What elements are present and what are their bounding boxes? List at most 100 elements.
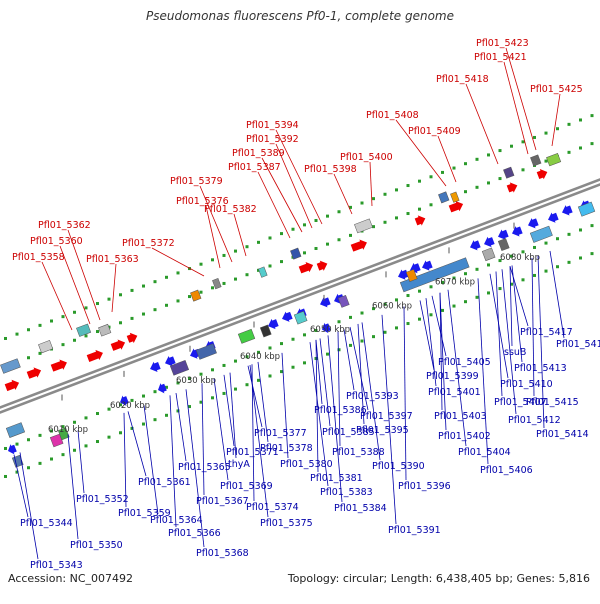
track-dot [211,258,214,262]
forward-gene-arrow [110,339,126,351]
reverse-leader-line [169,395,177,528]
track-dot [452,276,456,280]
reverse-gene-label: Pfl01_5406 [480,465,533,476]
reverse-gene-label: Pfl01_5366 [168,528,221,539]
track-dot [15,442,19,446]
track-dot [96,440,99,444]
track-dot [475,185,479,189]
reverse-leader-line [315,339,323,405]
scale-tick-label: 6080 kbp [500,253,540,263]
reverse-leader-line [343,329,355,391]
reverse-gene-label: Pfl01_5352 [76,494,129,505]
reverse-gene-label: Pfl01_5365 [178,462,231,473]
track-dot [38,351,42,355]
track-dot [303,251,306,255]
forward-gene-label: Pfl01_5360 [30,236,83,247]
reverse-gene-label: Pfl01_5350 [70,540,123,551]
track-dot [38,461,42,465]
track-dot [487,291,490,295]
reverse-leader-line [381,314,397,525]
track-dot [567,150,571,154]
reverse-leader-line [319,338,331,427]
reverse-gene-label: ssuB [504,347,526,358]
reverse-gene-arrow [268,318,279,330]
track-dot [130,398,134,402]
reverse-gene-label: thyA [228,459,250,470]
label-leader-lines [13,47,565,560]
track-dot [464,272,467,276]
track-dot [556,237,559,241]
track-dot [268,264,272,268]
track-dot [372,307,375,311]
reverse-leader-line [257,361,269,443]
reverse-leader-line [439,292,447,431]
track-dot [337,320,341,324]
track-dot [61,453,65,457]
reverse-leader-line [439,292,443,411]
reverse-gene-label: Pfl01_5377 [254,428,307,439]
track-dot [153,418,157,422]
track-dot [61,425,65,429]
track-dot [245,355,249,359]
reverse-leader-line [67,434,79,540]
reverse-gene-arrow [398,269,409,280]
forward-leader-line [275,129,323,225]
reverse-gene-box [293,310,308,325]
track-dot [441,170,444,174]
track-dot [165,385,168,389]
reverse-leader-line [201,383,205,496]
reverse-gene-box [169,359,190,376]
track-dot [245,245,249,249]
track-dot [521,250,525,254]
track-dot [556,127,559,131]
track-dot [188,377,191,381]
track-dot [84,444,88,448]
reverse-gene-label: Pfl01_5414 [536,429,589,440]
reverse-gene-box [259,324,272,338]
track-dot [153,390,157,394]
track-dot [510,254,513,258]
track-dot [268,374,272,378]
forward-gene-label: Pfl01_5394 [246,120,299,131]
reverse-leader-line [349,326,369,411]
reverse-gene-box [57,427,70,441]
track-dot [119,431,122,435]
reverse-leader-line [213,378,229,481]
reverse-gene-box [337,294,350,308]
track-dot [544,159,548,163]
track-dot [15,470,19,474]
forward-gene-arrow [4,379,20,392]
reverse-gene-arrow [120,395,129,406]
track-dot [211,396,214,400]
reverse-gene-label: Pfl01_5396 [398,481,451,492]
track-dot [176,381,180,385]
forward-gene-label: Pfl01_5409 [408,126,461,137]
track-dot [337,238,341,242]
track-dot [487,181,490,185]
track-dot [142,284,145,288]
reverse-leader-line [309,342,329,487]
track-dot [567,122,571,126]
track-dot [268,236,272,240]
forward-gene-arrow [86,349,103,362]
forward-gene-label: Pfl01_5425 [530,84,583,95]
track-dot [395,298,398,302]
track-dot [418,317,421,321]
forward-leader-line [505,47,537,151]
track-dot [510,144,513,148]
track-dot [84,306,88,310]
track-dot [395,188,398,192]
forward-gene-label: Pfl01_5423 [476,38,529,49]
track-dot [418,289,421,293]
forward-leader-line [465,83,499,165]
reverse-gene-label: Pfl01_5384 [334,503,387,514]
forward-leader-line [67,229,101,321]
forward-gene-arrow [26,367,42,379]
track-dot [349,205,352,209]
reverse-gene-label: Pfl01_5383 [320,487,373,498]
track-dot [418,207,421,211]
scale-tick-label: 6060 kbp [372,302,412,312]
reverse-leader-line [337,331,341,447]
track-dot [257,240,260,244]
